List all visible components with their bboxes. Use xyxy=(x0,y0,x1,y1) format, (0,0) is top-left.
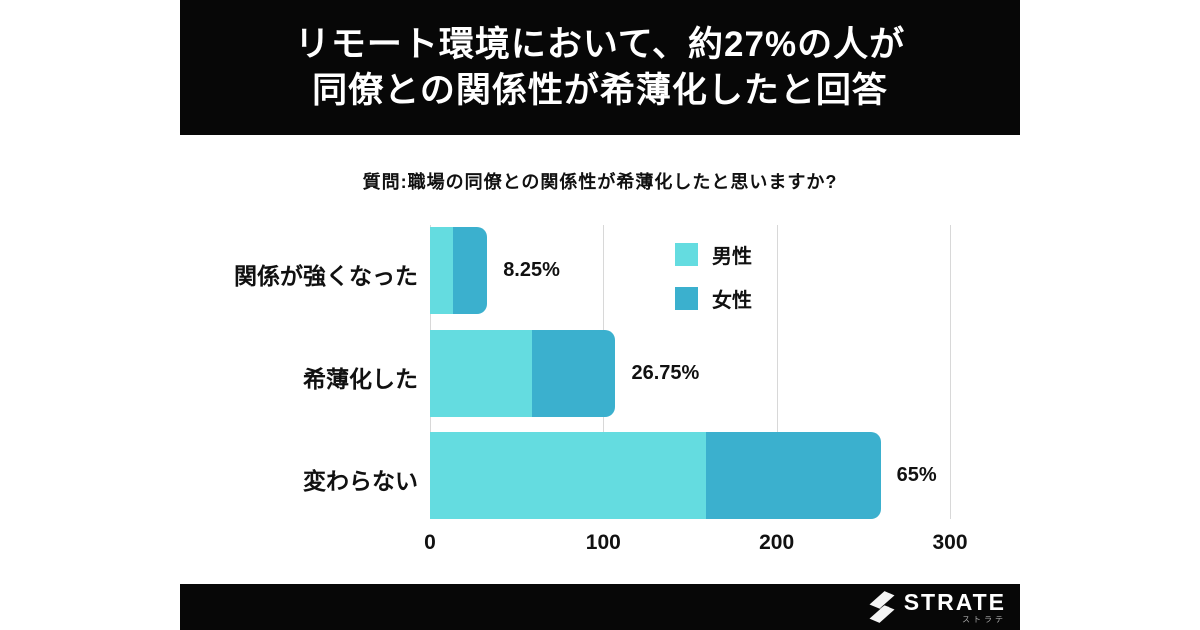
header-title-line1: リモート環境において、約27%の人が xyxy=(294,24,906,64)
header-title-line2: 同僚との関係性が希薄化したと回答 xyxy=(312,70,888,110)
x-tick-label: 200 xyxy=(759,531,795,554)
legend-swatch xyxy=(675,287,698,310)
brand-logo: STRATE ストラテ xyxy=(867,589,1006,625)
brand-subtitle: ストラテ xyxy=(962,614,1006,624)
bar-segment-男性 xyxy=(430,330,533,417)
legend-label: 男性 xyxy=(712,246,752,268)
x-tick-label: 0 xyxy=(424,531,436,554)
bar-segment-男性 xyxy=(430,227,453,314)
chart-question: 質問:職場の同僚との関係性が希薄化したと思いますか? xyxy=(362,172,838,192)
bar-total-label: 26.75% xyxy=(631,361,700,384)
legend-label: 女性 xyxy=(712,290,752,312)
footer-bar: STRATE ストラテ xyxy=(180,584,1020,630)
bar-total-label: 65% xyxy=(896,463,937,486)
legend-swatch xyxy=(675,243,698,266)
brand-text: STRATE ストラテ xyxy=(903,588,1006,624)
header-banner: リモート環境において、約27%の人が 同僚との関係性が希薄化したと回答 xyxy=(180,0,1020,135)
bar-segment-女性 xyxy=(705,432,881,519)
legend-item: 男性 xyxy=(675,240,752,269)
brand-name: STRATE xyxy=(903,588,1006,615)
bar-segment-女性 xyxy=(452,227,488,314)
bar-segment-女性 xyxy=(532,330,616,417)
x-tick-label: 300 xyxy=(932,531,968,554)
legend-item: 女性 xyxy=(675,284,752,313)
category-label: 関係が強くなった xyxy=(234,262,418,289)
strate-logo-icon xyxy=(869,591,895,623)
gridline xyxy=(776,225,778,519)
category-label: 希薄化した xyxy=(303,365,418,392)
category-label: 変わらない xyxy=(303,467,418,494)
bar-total-label: 8.25% xyxy=(503,258,560,281)
chart-legend: 男性 女性 xyxy=(675,240,752,313)
gridline xyxy=(950,225,951,519)
bar-segment-男性 xyxy=(430,432,706,519)
x-tick-label: 100 xyxy=(585,531,621,554)
